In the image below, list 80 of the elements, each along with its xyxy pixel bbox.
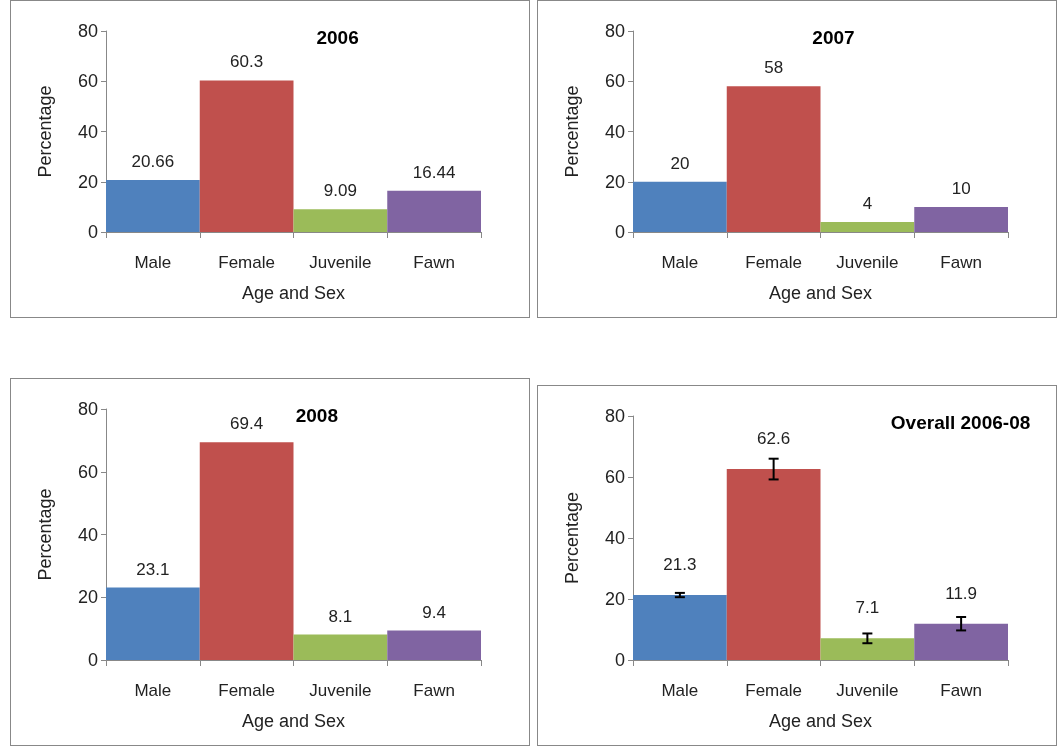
data-label: 62.6 xyxy=(757,429,791,449)
bar xyxy=(293,209,388,232)
x-tick-label: Female xyxy=(745,681,802,700)
data-label: 10 xyxy=(951,178,971,198)
bar xyxy=(633,595,727,660)
data-label: 9.4 xyxy=(422,602,446,622)
bar xyxy=(387,630,481,660)
x-tick-label: Juvenile xyxy=(836,253,899,272)
y-tick-label: 20 xyxy=(604,171,625,192)
x-axis-title: Age and Sex xyxy=(241,283,346,303)
y-tick-label: 20 xyxy=(604,589,625,609)
y-tick-label: 60 xyxy=(604,467,625,487)
data-label: 20.66 xyxy=(131,152,175,172)
x-axis-title: Age and Sex xyxy=(768,711,873,731)
bar xyxy=(726,86,821,232)
data-label: 4 xyxy=(862,193,873,213)
bar xyxy=(726,469,821,660)
y-axis-title: Percentage xyxy=(35,85,55,178)
data-label: 16.44 xyxy=(412,162,456,182)
bar xyxy=(106,180,200,232)
y-tick-label: 20 xyxy=(77,171,98,192)
data-label: 20 xyxy=(670,153,690,173)
bar xyxy=(914,623,1008,660)
bar xyxy=(199,80,294,232)
y-tick-label: 0 xyxy=(87,222,98,242)
y-tick-label: 80 xyxy=(77,399,98,419)
x-tick-label: Male xyxy=(661,681,699,700)
bar xyxy=(914,206,1008,232)
y-tick-label: 40 xyxy=(77,121,98,142)
y-tick-label: 80 xyxy=(604,21,625,41)
data-label: 9.09 xyxy=(323,181,357,201)
chart-title: Overall 2006-08 xyxy=(890,412,1031,433)
y-tick-label: 40 xyxy=(604,121,625,142)
x-tick-label: Fawn xyxy=(940,681,982,700)
y-tick-label: 60 xyxy=(77,71,98,92)
bar xyxy=(820,221,915,232)
x-tick-label: Male xyxy=(661,253,699,272)
x-tick-label: Fawn xyxy=(940,253,982,272)
data-label: 7.1 xyxy=(855,598,880,618)
y-tick-label: 0 xyxy=(87,650,98,670)
data-label: 69.4 xyxy=(230,414,264,434)
chart-title: 2007 xyxy=(812,27,855,48)
data-label: 8.1 xyxy=(328,606,353,626)
y-axis-title: Percentage xyxy=(562,491,582,585)
x-tick-label: Female xyxy=(745,253,802,272)
bar xyxy=(633,181,727,232)
x-tick-label: Male xyxy=(134,253,172,272)
y-axis-title: Percentage xyxy=(35,488,55,581)
x-tick-label: Male xyxy=(134,681,172,700)
data-label: 23.1 xyxy=(136,559,170,579)
x-tick-label: Juvenile xyxy=(309,681,372,700)
x-tick-label: Female xyxy=(218,681,275,700)
chart-title: 2006 xyxy=(316,27,359,48)
x-tick-label: Juvenile xyxy=(836,681,899,700)
chart-title: 2008 xyxy=(295,405,338,426)
y-tick-label: 60 xyxy=(604,71,625,92)
bar xyxy=(293,634,388,660)
x-tick-label: Female xyxy=(218,253,275,272)
y-tick-label: 0 xyxy=(614,222,625,242)
y-tick-label: 40 xyxy=(604,528,625,548)
x-tick-label: Juvenile xyxy=(309,253,372,272)
bar xyxy=(820,638,915,660)
data-label: 21.3 xyxy=(663,555,697,575)
bar xyxy=(106,587,200,660)
y-tick-label: 80 xyxy=(77,21,98,41)
data-label: 60.3 xyxy=(230,52,264,72)
data-label: 11.9 xyxy=(945,583,978,603)
x-tick-label: Fawn xyxy=(413,681,455,700)
data-label: 58 xyxy=(764,58,784,78)
y-tick-label: 0 xyxy=(614,650,625,670)
x-axis-title: Age and Sex xyxy=(768,283,873,303)
x-axis-title: Age and Sex xyxy=(241,711,346,731)
y-tick-label: 40 xyxy=(77,524,98,545)
y-tick-label: 80 xyxy=(604,406,625,426)
y-axis-title: Percentage xyxy=(562,85,582,178)
y-tick-label: 20 xyxy=(77,587,98,608)
bar xyxy=(387,190,481,232)
x-tick-label: Fawn xyxy=(413,253,455,272)
bar xyxy=(199,442,294,660)
y-tick-label: 60 xyxy=(77,461,98,482)
